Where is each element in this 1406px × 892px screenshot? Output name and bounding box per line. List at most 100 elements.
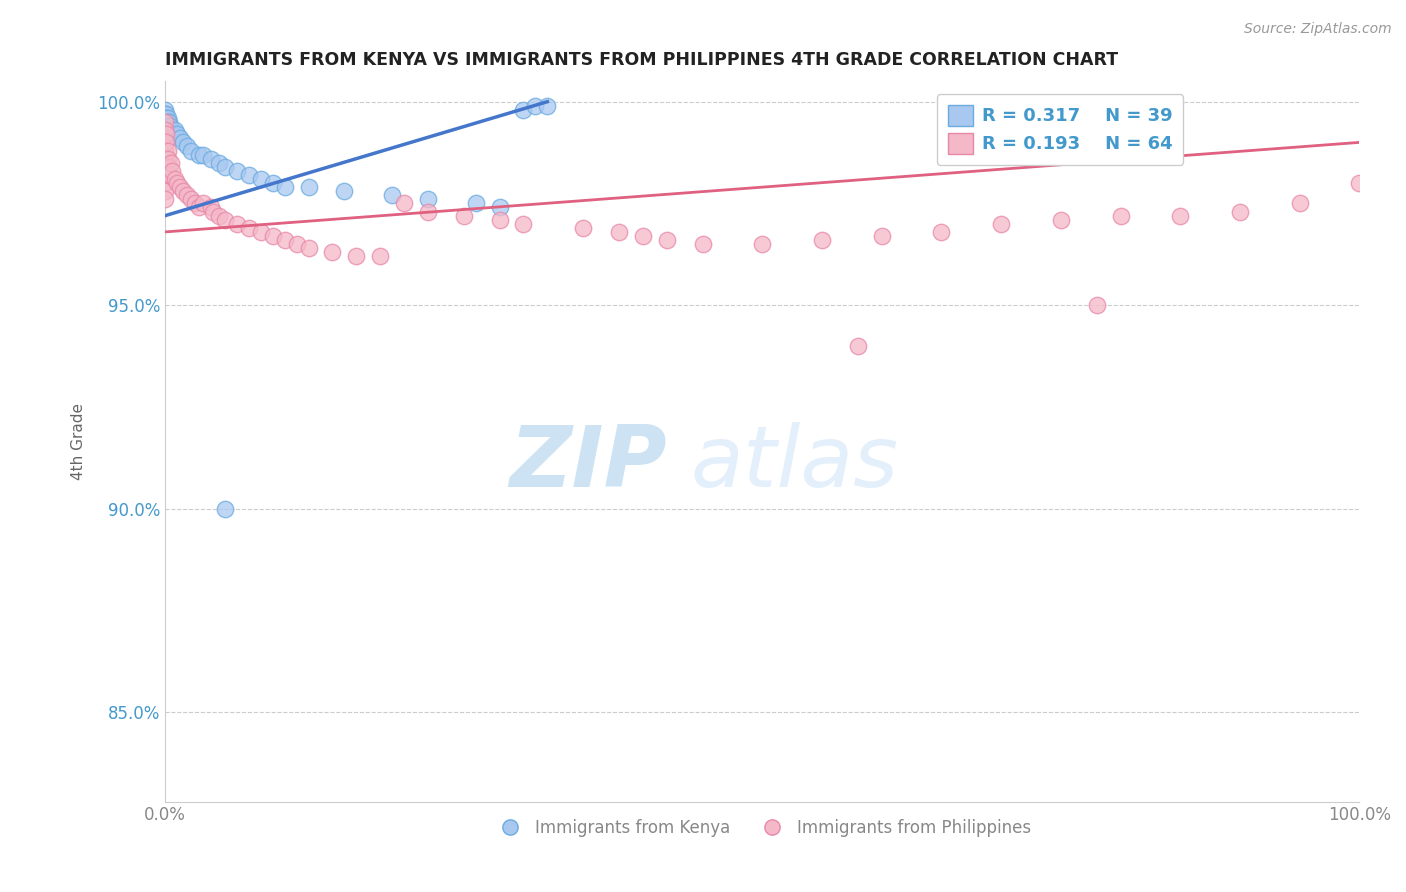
Point <box>155 152 177 166</box>
Point <box>155 111 177 125</box>
Point <box>155 111 177 125</box>
Point <box>163 123 186 137</box>
Point <box>1050 212 1073 227</box>
Point <box>607 225 630 239</box>
Point <box>692 237 714 252</box>
Point <box>201 204 224 219</box>
Point <box>381 188 404 202</box>
Point <box>655 233 678 247</box>
Point <box>155 136 177 150</box>
Point <box>931 225 953 239</box>
Point <box>572 220 595 235</box>
Point <box>160 123 183 137</box>
Point <box>172 136 194 150</box>
Point <box>238 220 260 235</box>
Point <box>1109 209 1132 223</box>
Point <box>193 196 215 211</box>
Point <box>155 176 177 190</box>
Point <box>162 123 184 137</box>
Point <box>488 212 510 227</box>
Point <box>1170 209 1192 223</box>
Point <box>368 249 391 263</box>
Point <box>536 99 558 113</box>
Point <box>169 131 191 145</box>
Point <box>846 339 869 353</box>
Point <box>870 229 893 244</box>
Point <box>180 144 202 158</box>
Point <box>214 160 236 174</box>
Point <box>166 127 188 141</box>
Point <box>155 136 177 150</box>
Point <box>155 127 177 141</box>
Point <box>249 225 271 239</box>
Point <box>184 196 207 211</box>
Point <box>1229 204 1251 219</box>
Point <box>155 168 177 182</box>
Point <box>297 180 319 194</box>
Point <box>225 164 247 178</box>
Point <box>416 204 439 219</box>
Point <box>214 501 236 516</box>
Point <box>159 168 181 182</box>
Text: Source: ZipAtlas.com: Source: ZipAtlas.com <box>1244 22 1392 37</box>
Point <box>155 103 177 117</box>
Point <box>155 144 177 158</box>
Point <box>169 180 191 194</box>
Point <box>297 241 319 255</box>
Point <box>631 229 654 244</box>
Point <box>488 201 510 215</box>
Point <box>453 209 475 223</box>
Point <box>162 164 184 178</box>
Point <box>156 111 179 125</box>
Point <box>262 176 284 190</box>
Point <box>416 192 439 206</box>
Point <box>155 115 177 129</box>
Point <box>156 144 179 158</box>
Point <box>155 107 177 121</box>
Point <box>156 115 179 129</box>
Point <box>155 115 177 129</box>
Point <box>166 176 188 190</box>
Point <box>273 180 295 194</box>
Point <box>512 217 534 231</box>
Point <box>344 249 367 263</box>
Point <box>187 201 209 215</box>
Point <box>464 196 486 211</box>
Point <box>321 245 343 260</box>
Point <box>990 217 1012 231</box>
Point <box>155 119 177 133</box>
Point <box>187 147 209 161</box>
Point <box>214 212 236 227</box>
Point <box>159 119 181 133</box>
Point <box>1085 298 1108 312</box>
Point <box>176 139 198 153</box>
Point <box>163 172 186 186</box>
Point <box>155 107 177 121</box>
Point <box>512 103 534 117</box>
Point <box>155 123 177 137</box>
Point <box>238 168 260 182</box>
Point <box>155 192 177 206</box>
Point <box>208 209 231 223</box>
Point <box>1348 176 1371 190</box>
Point <box>155 184 177 198</box>
Point <box>751 237 773 252</box>
Point <box>156 152 179 166</box>
Point <box>157 115 180 129</box>
Point <box>172 184 194 198</box>
Point <box>524 99 547 113</box>
Point <box>262 229 284 244</box>
Y-axis label: 4th Grade: 4th Grade <box>72 403 86 480</box>
Point <box>200 152 222 166</box>
Point <box>285 237 308 252</box>
Point <box>333 184 356 198</box>
Point <box>811 233 834 247</box>
Point <box>249 172 271 186</box>
Point <box>193 147 215 161</box>
Legend: Immigrants from Kenya, Immigrants from Philippines: Immigrants from Kenya, Immigrants from P… <box>486 813 1038 844</box>
Text: IMMIGRANTS FROM KENYA VS IMMIGRANTS FROM PHILIPPINES 4TH GRADE CORRELATION CHART: IMMIGRANTS FROM KENYA VS IMMIGRANTS FROM… <box>166 51 1118 69</box>
Point <box>176 188 198 202</box>
Point <box>157 160 180 174</box>
Point <box>180 192 202 206</box>
Text: atlas: atlas <box>690 422 898 505</box>
